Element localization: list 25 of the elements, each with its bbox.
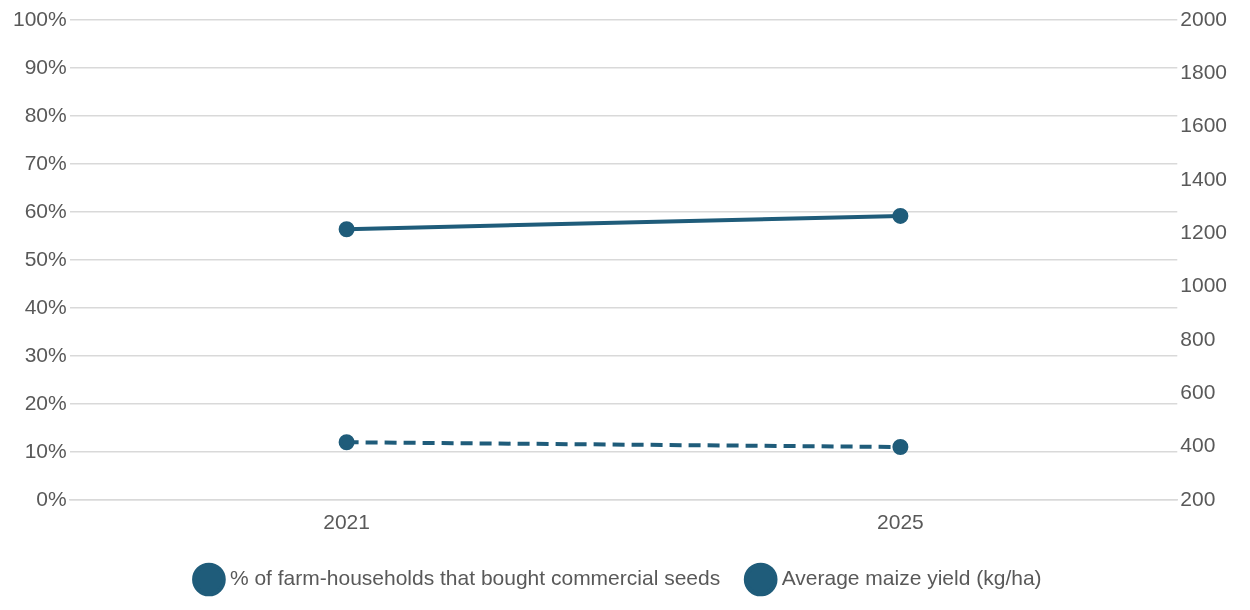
- y-tick-label: 50%: [24, 246, 67, 270]
- y2-tick-label: 1200: [1180, 220, 1227, 244]
- y-tick-label: 10%: [24, 438, 67, 462]
- y2-tick-label: 1400: [1180, 166, 1227, 190]
- x-tick-label: 2025: [877, 510, 924, 534]
- y2-tick-label: 1000: [1180, 273, 1227, 297]
- y-tick-label: 70%: [24, 150, 67, 174]
- y-tick-label: 90%: [24, 54, 67, 78]
- legend-label: Average maize yield (kg/ha): [781, 566, 1042, 590]
- y2-tick-label: 2000: [1180, 6, 1227, 30]
- x-tick-label: 2021: [323, 510, 370, 534]
- y2-tick-label: 200: [1180, 486, 1216, 510]
- y2-tick-label: 1600: [1180, 113, 1227, 137]
- legend-label: % of farm-households that bought commercial seeds: [229, 566, 721, 590]
- y2-tick-label: 1800: [1180, 60, 1227, 84]
- y-tick-label: 30%: [24, 342, 67, 366]
- y-tick-label: 60%: [24, 198, 67, 222]
- y2-tick-label: 400: [1180, 433, 1216, 457]
- y-tick-label: 40%: [24, 294, 67, 318]
- y-tick-label: 20%: [24, 390, 67, 414]
- y-tick-label: 0%: [36, 486, 67, 510]
- y2-tick-label: 800: [1180, 326, 1216, 350]
- y-tick-label: 100%: [12, 6, 67, 30]
- y2-tick-label: 600: [1180, 379, 1216, 403]
- y-tick-label: 80%: [24, 102, 67, 126]
